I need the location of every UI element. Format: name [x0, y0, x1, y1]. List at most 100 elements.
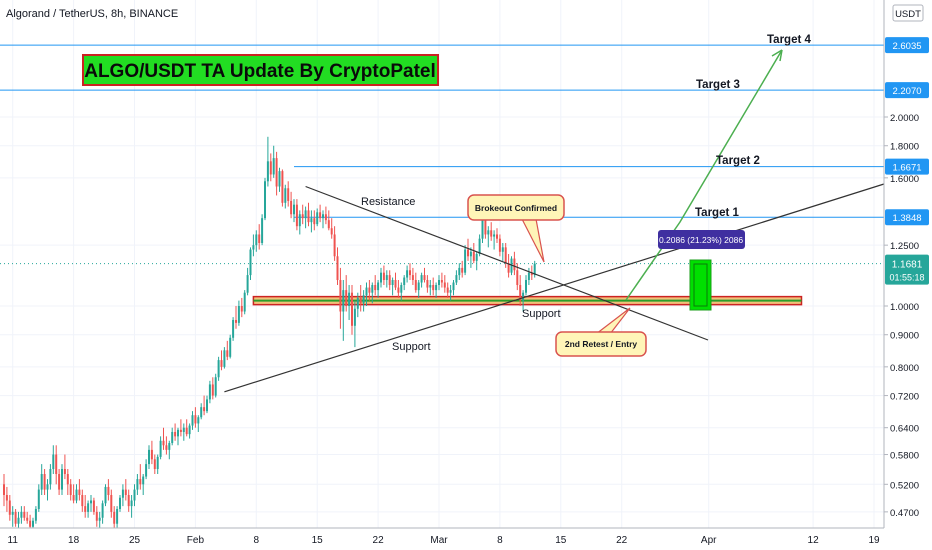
candle	[29, 520, 32, 527]
price-tick-label: 0.5800	[890, 451, 919, 462]
candle	[458, 267, 461, 276]
candle	[443, 282, 446, 288]
candle	[284, 188, 287, 203]
candle	[32, 520, 34, 527]
time-tick-label: 22	[616, 535, 628, 546]
level-price-label: 1.6671	[892, 163, 921, 174]
candle	[391, 280, 394, 286]
time-tick-label: 11	[8, 535, 19, 546]
currency-badge-box[interactable]	[892, 4, 924, 22]
candle	[322, 214, 324, 219]
banner-title: ALGO/USDT TA Update By CryptoPatel	[84, 61, 436, 82]
candle	[20, 511, 23, 518]
candle	[432, 285, 435, 291]
candle	[333, 234, 336, 257]
candle	[92, 500, 95, 512]
candle	[266, 161, 269, 182]
candle	[214, 377, 217, 396]
price-tick-label: 0.9000	[890, 331, 919, 342]
candle	[403, 277, 406, 286]
level-price-label: 2.6035	[892, 41, 921, 52]
price-tick-label: 2.0000	[890, 113, 919, 124]
candle	[504, 247, 507, 264]
candle	[5, 495, 8, 501]
candle	[165, 445, 168, 450]
candle	[484, 220, 487, 235]
candle	[400, 285, 403, 293]
candle	[342, 290, 345, 312]
candles	[3, 136, 536, 530]
candle	[490, 230, 493, 237]
candle	[23, 511, 26, 518]
candle	[371, 285, 374, 293]
time-tick-label: 8	[497, 535, 503, 546]
time-tick-label: 15	[312, 535, 324, 546]
candle	[78, 489, 81, 495]
candle	[197, 417, 200, 424]
candle	[382, 272, 385, 281]
candle	[124, 489, 127, 495]
candle	[182, 427, 185, 432]
candle	[240, 306, 243, 312]
candle	[406, 270, 409, 278]
candle	[191, 415, 194, 426]
candle	[426, 280, 429, 288]
price-tick-label: 1.6000	[890, 174, 919, 185]
candle	[130, 500, 133, 507]
time-tick-label: Apr	[701, 535, 717, 546]
candle	[185, 427, 188, 435]
target-label: Target 2	[716, 155, 760, 167]
arrow-head	[771, 49, 783, 62]
time-tick-label: 25	[129, 535, 141, 546]
candle	[525, 280, 527, 293]
candle	[171, 431, 174, 444]
candle	[69, 484, 72, 495]
projection-box	[689, 259, 712, 311]
candle	[461, 267, 464, 273]
candle	[174, 431, 177, 437]
support-label-left: Support	[392, 341, 431, 353]
candle	[235, 319, 237, 323]
time-axis[interactable]: 11 18 25 Feb 8 15 22 Mar 8 15 22 Apr 12 19	[0, 527, 932, 550]
candle	[438, 280, 440, 286]
candle	[293, 204, 295, 215]
candle	[310, 218, 313, 223]
time-tick-label: Feb	[187, 535, 205, 546]
candle	[264, 181, 266, 219]
candle	[368, 287, 371, 293]
candle	[301, 214, 304, 219]
price-tick-label: 1.8000	[890, 142, 919, 153]
candle	[374, 285, 377, 291]
candle	[423, 275, 426, 281]
drawings	[224, 49, 885, 393]
candle	[107, 486, 110, 495]
candle	[63, 469, 66, 475]
candle	[452, 282, 455, 291]
candle	[3, 484, 5, 495]
candle	[353, 308, 356, 326]
candle	[522, 292, 525, 301]
candle	[237, 306, 240, 323]
candle	[295, 204, 298, 227]
candle	[194, 415, 197, 424]
candle	[429, 285, 432, 288]
candle	[121, 489, 124, 498]
candle	[478, 238, 481, 255]
candle	[14, 511, 17, 524]
price-tick-label: 0.8000	[890, 363, 919, 374]
projection-arrow	[625, 49, 783, 301]
candle	[345, 290, 348, 306]
time-tick-label: Mar	[430, 535, 448, 546]
level-price-badge	[885, 209, 929, 226]
candle	[411, 275, 414, 281]
candle	[330, 228, 333, 235]
candle	[377, 282, 380, 291]
candle	[255, 234, 258, 246]
candle	[159, 440, 162, 457]
price-tick-label: 0.6400	[890, 424, 919, 435]
candle	[17, 517, 20, 524]
target-label: Target 3	[696, 79, 740, 91]
level-price-badge	[885, 82, 929, 99]
